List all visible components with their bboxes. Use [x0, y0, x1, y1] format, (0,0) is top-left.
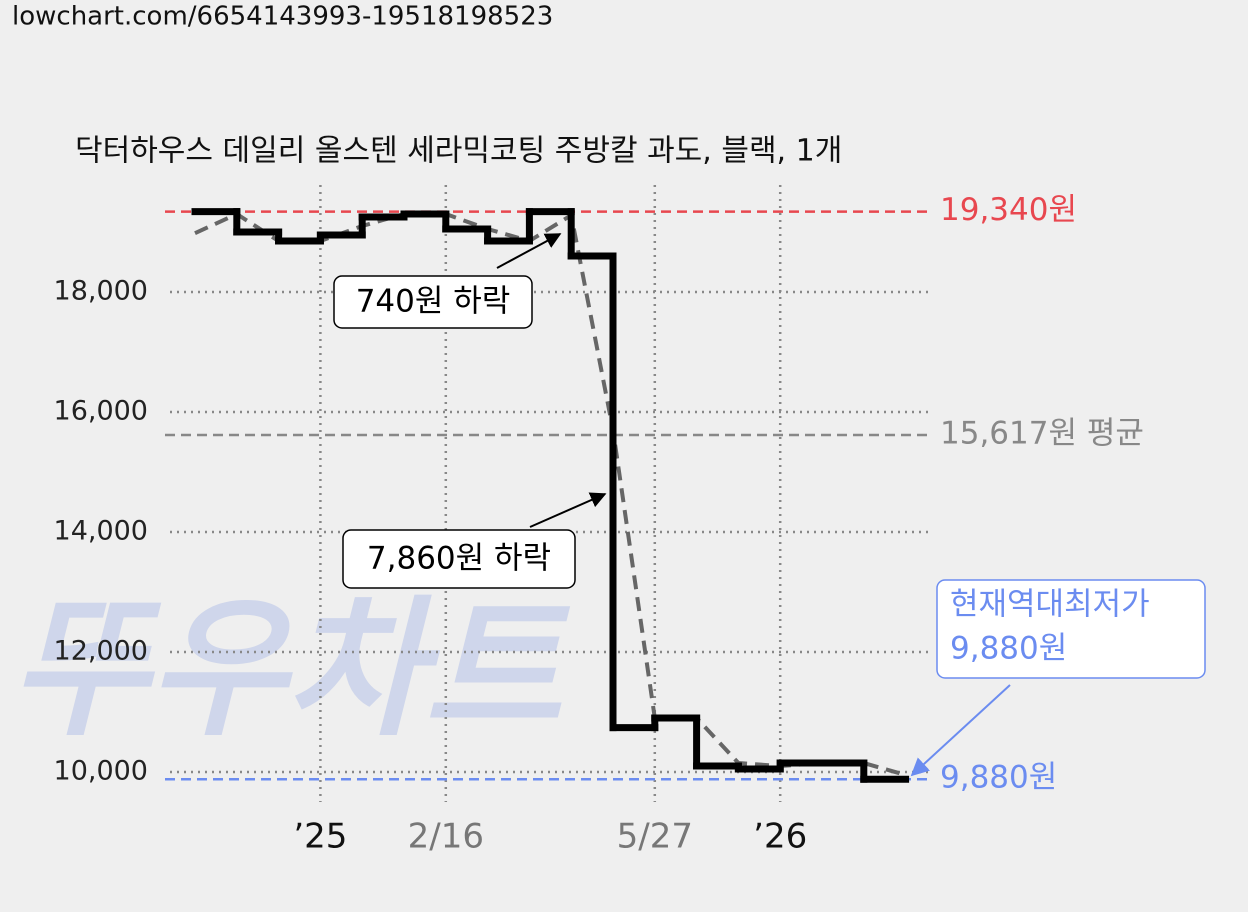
callout-text: 현재역대최저가	[950, 587, 1150, 623]
y-tick-label: 16,000	[54, 396, 148, 427]
y-tick-label: 14,000	[54, 516, 148, 547]
y-tick-label: 12,000	[54, 636, 148, 667]
x-tick-label: ’26	[753, 817, 807, 857]
watermark: 뚜우차트	[10, 583, 571, 757]
callout-arrow	[910, 684, 1011, 777]
annotation-box	[333, 275, 533, 329]
callout-box	[936, 579, 1206, 679]
reference-label: 19,340원	[940, 192, 1077, 228]
callout-text: 9,880원	[950, 631, 1067, 667]
annotation-box	[342, 529, 576, 589]
chart-title: 닥터하우스 데일리 올스텐 세라믹코팅 주방칼 과도, 블랙, 1개	[75, 134, 842, 169]
url: lowchart.com/6654143993-19518198523	[12, 2, 553, 32]
reference-label: 9,880원	[940, 760, 1057, 796]
annotation-text: 7,860원 하락	[367, 541, 551, 577]
annotation-arrow	[529, 492, 607, 528]
y-tick-label: 10,000	[54, 756, 148, 787]
y-tick-label: 18,000	[54, 276, 148, 307]
x-tick-label: ’25	[293, 817, 347, 857]
x-tick-label: 5/27	[617, 817, 693, 857]
reference-label: 15,617원 평균	[940, 415, 1144, 451]
annotation-arrow	[496, 233, 562, 269]
annotation-text: 740원 하락	[356, 284, 511, 320]
x-tick-label: 2/16	[408, 817, 484, 857]
